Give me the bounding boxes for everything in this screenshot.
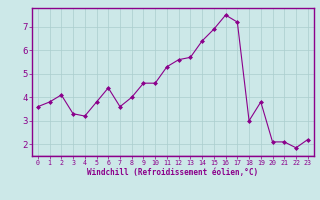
X-axis label: Windchill (Refroidissement éolien,°C): Windchill (Refroidissement éolien,°C) [87,168,258,177]
